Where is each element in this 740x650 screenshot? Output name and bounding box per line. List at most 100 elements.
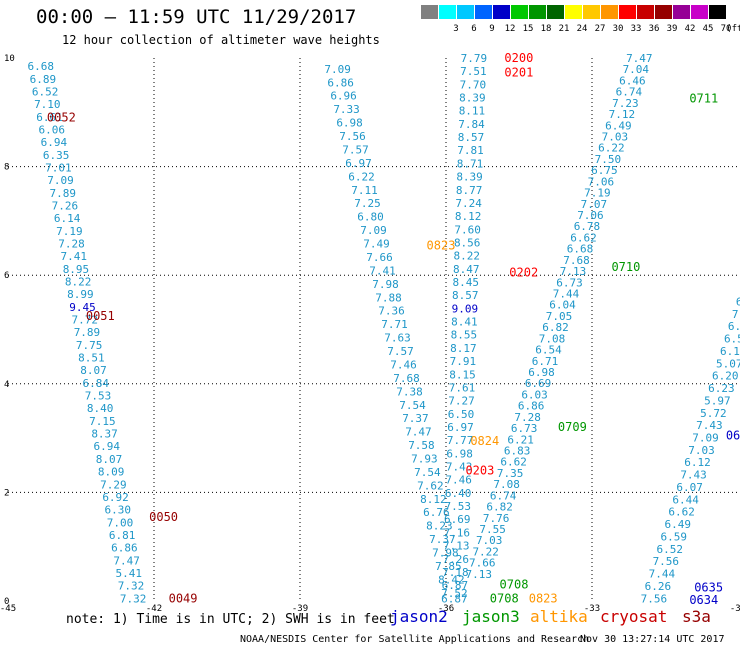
- legend-cryosat: cryosat: [600, 607, 668, 626]
- wave-height-value: 6.20: [712, 370, 739, 383]
- wave-height-value: 6.97: [345, 157, 372, 170]
- wave-height-value: 6.82: [542, 321, 569, 334]
- color-scale-label: 12: [504, 24, 516, 34]
- wave-height-value: 6.22: [598, 142, 625, 155]
- y-tick-label: 8: [4, 163, 9, 173]
- wave-height-value: 7.35: [497, 467, 524, 480]
- wave-height-value: 6.59: [736, 295, 740, 308]
- wave-height-value: 7.23: [612, 97, 639, 110]
- wave-height-value: 6.23: [708, 382, 735, 395]
- color-swatch: [547, 5, 565, 19]
- wave-height-value: 6.68: [27, 60, 54, 73]
- wave-height-value: 7.32: [120, 592, 147, 605]
- wave-height-value: 6.14: [54, 212, 81, 225]
- wave-height-value: 6.30: [105, 504, 131, 517]
- color-swatch: [529, 5, 547, 19]
- wave-height-value: 8.12: [420, 493, 447, 506]
- chart-title: 00:00 – 11:59 UTC 11/29/2017: [36, 6, 357, 28]
- legend-s3a: s3a: [682, 607, 711, 626]
- wave-height-value: 8.42: [438, 573, 465, 586]
- wave-height-value: 7.09: [360, 224, 387, 237]
- color-swatch: [601, 5, 619, 19]
- wave-height-value: 6.86: [111, 542, 138, 555]
- pass-id-label: 0051: [86, 309, 115, 323]
- wave-height-value: 5.97: [704, 394, 731, 407]
- wave-height-value: 7.05: [546, 310, 573, 323]
- color-scale-label: 24: [576, 24, 588, 34]
- pass-id-label: 0201: [504, 66, 533, 80]
- y-tick-label: 10: [4, 54, 15, 64]
- footer-note: note: 1) Time is in UTC; 2) SWH is in fe…: [66, 612, 395, 627]
- wave-height-value: 7.63: [384, 332, 411, 345]
- wave-height-value: 6.89: [30, 73, 57, 86]
- pass-id-label: 0050: [149, 510, 178, 524]
- wave-height-value: 7.53: [85, 390, 112, 403]
- wave-height-value: 6.86: [518, 400, 545, 413]
- color-swatch: [493, 5, 511, 19]
- wave-height-value: 7.66: [469, 557, 496, 570]
- pass-id-label: 0708: [490, 591, 519, 605]
- wave-height-value: 7.62: [417, 479, 444, 492]
- pass-id-label: 06: [726, 428, 740, 442]
- wave-height-value: 8.12: [455, 210, 482, 223]
- wave-height-value: 8.07: [80, 364, 107, 377]
- color-swatch: [439, 5, 457, 19]
- wave-height-value: 7.04: [623, 63, 650, 76]
- wave-height-value: 6.35: [43, 149, 70, 162]
- wave-height-value: 7.00: [107, 516, 134, 529]
- wave-height-value: 7.85: [435, 560, 462, 573]
- wave-height-value: 7.49: [363, 238, 390, 251]
- wave-height-value: 7.19: [584, 187, 611, 200]
- wave-height-value: 8.99: [67, 288, 94, 301]
- wave-height-value: 8.39: [456, 171, 483, 184]
- wave-height-value: 6.92: [102, 491, 129, 504]
- wave-height-value: 6.49: [664, 518, 691, 531]
- color-scale-label: 3: [453, 24, 459, 34]
- wave-height-value: 7.61: [449, 381, 476, 394]
- wave-height-value: 7.81: [457, 144, 484, 157]
- wave-height-value: 8.41: [451, 316, 478, 329]
- x-tick-label: -45: [0, 604, 16, 614]
- pass-id-label: 0203: [465, 464, 494, 478]
- legend-jason2: jason2: [390, 607, 448, 626]
- color-scale-label: 27: [594, 24, 606, 34]
- wave-height-value: 7.09: [324, 63, 351, 76]
- wave-height-value: 7.09: [692, 431, 719, 444]
- legend-altika: altika: [530, 607, 588, 626]
- wave-height-value: 7.28: [514, 411, 541, 424]
- wave-height-value: 6.49: [605, 119, 632, 132]
- wave-height-value: 7.76: [483, 512, 510, 525]
- wave-height-value: 7.68: [393, 372, 420, 385]
- color-swatch: [709, 5, 727, 19]
- wave-height-value: 7.54: [414, 466, 441, 479]
- wave-height-value: 6.62: [668, 506, 695, 519]
- wave-height-value: 7.56: [653, 555, 680, 568]
- wave-height-value: 6.69: [525, 377, 552, 390]
- wave-height-value: 7.89: [74, 326, 101, 339]
- wave-height-value: 6.94: [41, 136, 68, 149]
- wave-height-value: 9.09: [452, 302, 479, 315]
- pass-id-label: 0711: [689, 92, 718, 106]
- color-swatch: [421, 5, 439, 19]
- wave-height-value: 7.57: [342, 143, 369, 156]
- color-scale-label: 70: [720, 24, 732, 34]
- wave-height-value: 6.73: [511, 422, 538, 435]
- color-swatch: [475, 5, 493, 19]
- wave-height-value: 7.32: [118, 580, 145, 593]
- wave-height-value: 7.58: [408, 439, 435, 452]
- wave-height-value: 6.98: [336, 117, 363, 130]
- wave-height-value: 6.40: [445, 487, 472, 500]
- wave-height-value: 6.66: [728, 320, 740, 333]
- pass-id-label: 0823: [529, 591, 558, 605]
- wave-height-value: 7.27: [448, 395, 475, 408]
- wave-height-value: 7.33: [333, 103, 360, 116]
- color-scale-label: 21: [558, 24, 570, 34]
- wave-height-value: 7.37: [429, 533, 456, 546]
- wave-height-value: 6.11: [720, 345, 740, 358]
- wave-height-value: 7.72: [71, 314, 98, 327]
- wave-height-value: 6.52: [657, 543, 684, 556]
- color-swatch: [673, 5, 691, 19]
- wave-height-value: 8.71: [457, 157, 484, 170]
- wave-height-value: 8.40: [87, 402, 114, 415]
- color-swatch: [565, 5, 583, 19]
